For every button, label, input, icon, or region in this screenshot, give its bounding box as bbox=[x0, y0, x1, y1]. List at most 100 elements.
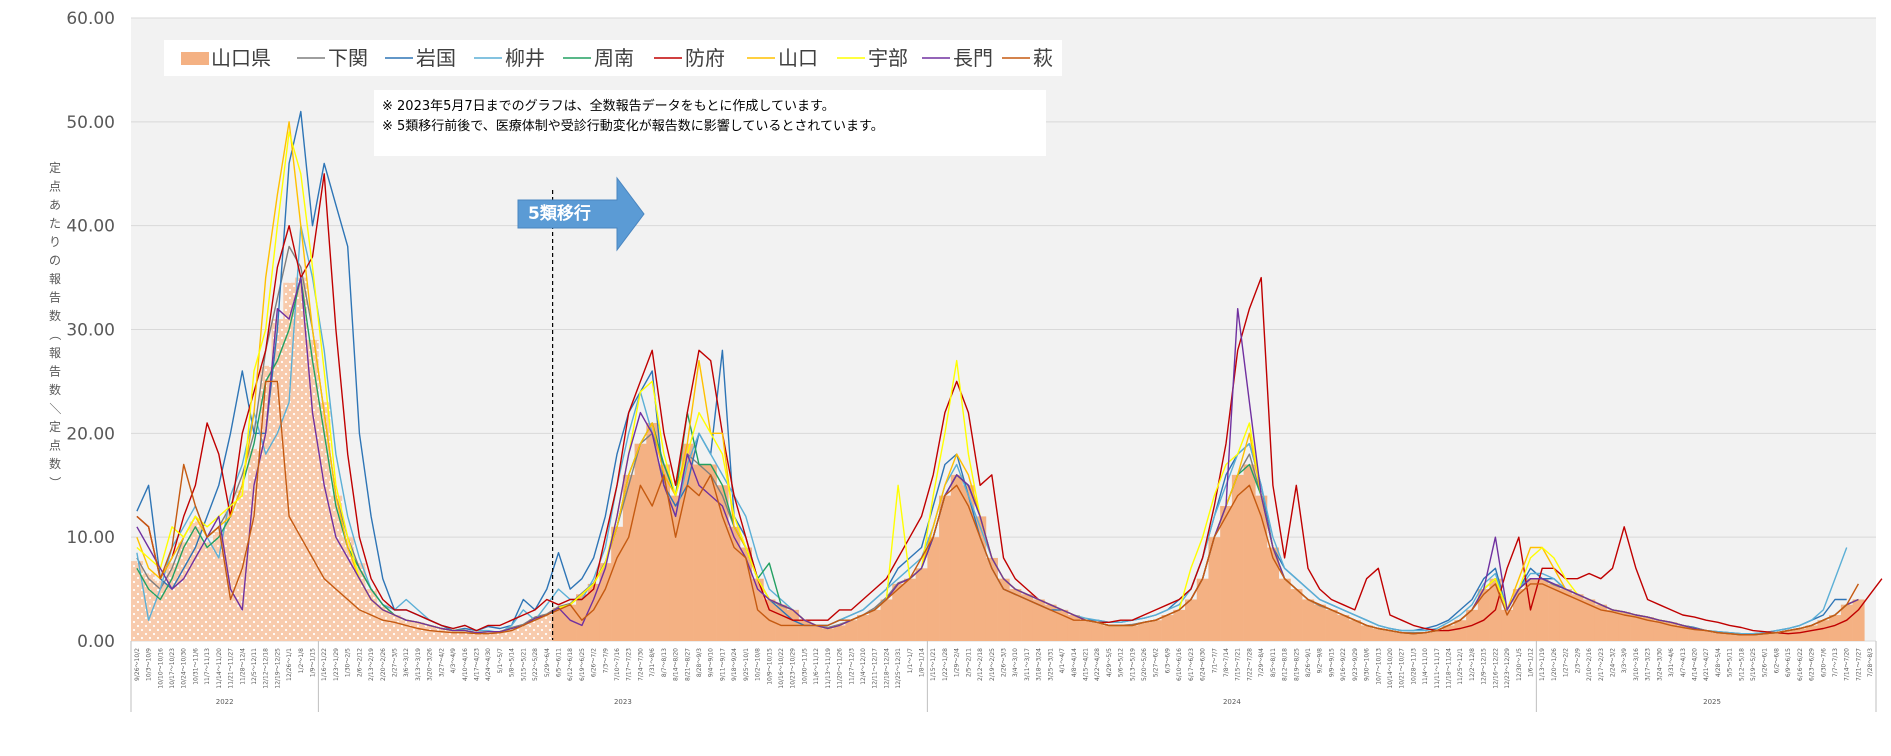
x-tick-label: 3/13～3/19 bbox=[415, 648, 422, 681]
bar bbox=[1829, 615, 1842, 641]
bar bbox=[1161, 615, 1174, 641]
bar bbox=[458, 630, 471, 641]
x-tick-label: 9/30～10/6 bbox=[1364, 648, 1371, 681]
x-tick-label: 1/8～1/14 bbox=[919, 648, 926, 677]
x-tick-label: 4/10～4/16 bbox=[462, 648, 469, 681]
x-tick-label: 7/29～8/4 bbox=[1258, 648, 1265, 677]
x-tick-label: 7/28～8/3 bbox=[1867, 648, 1874, 677]
bar bbox=[646, 422, 659, 641]
bar bbox=[1313, 604, 1326, 641]
bar bbox=[939, 495, 952, 641]
bar bbox=[1665, 622, 1678, 641]
bar bbox=[1009, 589, 1022, 641]
bar bbox=[1758, 633, 1771, 641]
bar bbox=[950, 474, 963, 641]
x-tick-label: 8/19～8/25 bbox=[1293, 648, 1300, 681]
bar bbox=[693, 464, 706, 641]
x-tick-label: 6/9～6/15 bbox=[1785, 648, 1792, 677]
bar bbox=[997, 578, 1010, 641]
bar bbox=[1079, 620, 1092, 641]
bar bbox=[1676, 625, 1689, 641]
bar bbox=[611, 526, 624, 641]
y-axis-label-char: 数 bbox=[49, 308, 61, 323]
x-tick-label: 2/6～2/12 bbox=[356, 648, 363, 677]
series-line-防府 bbox=[136, 173, 1883, 635]
x-tick-label: 2/27～3/5 bbox=[392, 648, 399, 677]
x-tick-label: 3/25～3/31 bbox=[1047, 648, 1054, 681]
x-tick-label: 1/20～1/26 bbox=[1551, 648, 1558, 681]
bar bbox=[1536, 578, 1549, 641]
y-tick-label: 20.00 bbox=[66, 424, 115, 444]
bar bbox=[1044, 604, 1057, 641]
bar bbox=[1548, 583, 1561, 641]
x-tick-label: 9/18～9/24 bbox=[731, 648, 738, 681]
x-tick-label: 10/14～10/20 bbox=[1387, 648, 1394, 689]
x-tick-label: 10/30～11/5 bbox=[801, 648, 808, 685]
legend-label: 宇部 bbox=[868, 46, 908, 70]
year-label: 2025 bbox=[1703, 698, 1721, 706]
x-tick-label: 4/1～4/7 bbox=[1059, 648, 1066, 673]
bar bbox=[587, 583, 600, 641]
bar bbox=[1430, 630, 1443, 641]
x-tick-label: 10/17～10/23 bbox=[169, 648, 176, 689]
bars-yamaguchi-prefecture bbox=[131, 277, 1865, 641]
x-tick-label: 3/10～3/16 bbox=[1633, 648, 1640, 681]
bar bbox=[1747, 634, 1760, 641]
bar bbox=[1067, 615, 1080, 641]
x-tick-label: 1/13～1/19 bbox=[1539, 648, 1546, 681]
y-axis-label-char: ） bbox=[48, 476, 62, 488]
x-tick-label: 12/5～12/11 bbox=[251, 648, 258, 685]
bar bbox=[1243, 464, 1256, 641]
x-tick-label: 7/14～7/20 bbox=[1844, 648, 1851, 681]
bar bbox=[1173, 609, 1186, 641]
x-tick-label: 10/24～10/30 bbox=[181, 648, 188, 689]
x-tick-label: 7/3～7/9 bbox=[602, 648, 609, 673]
x-tick-label: 5/20～5/26 bbox=[1141, 648, 1148, 681]
y-axis-label-char: 点 bbox=[49, 439, 61, 453]
bar bbox=[1091, 622, 1104, 641]
x-tick-label: 3/18～3/24 bbox=[1036, 648, 1043, 681]
x-tick-label: 6/23～6/29 bbox=[1809, 648, 1816, 681]
x-tick-label: 11/14～11/20 bbox=[216, 648, 223, 689]
x-tick-label: 11/4～11/10 bbox=[1422, 648, 1429, 685]
bar bbox=[1372, 628, 1385, 641]
bar bbox=[1712, 632, 1725, 641]
x-tick-label: 7/21～7/27 bbox=[1855, 648, 1862, 681]
x-tick-label: 5/15～5/21 bbox=[520, 648, 527, 681]
x-tick-label: 5/13～5/19 bbox=[1129, 648, 1136, 681]
x-tick-label: 5/19～5/25 bbox=[1750, 648, 1757, 681]
bar bbox=[494, 631, 507, 641]
bar bbox=[212, 531, 225, 641]
bar bbox=[576, 594, 589, 641]
y-axis-label-char: ／ bbox=[48, 402, 62, 414]
bar bbox=[1782, 630, 1795, 641]
x-tick-label: 6/26～7/2 bbox=[591, 648, 598, 677]
bar bbox=[376, 604, 389, 641]
x-tick-label: 6/12～6/18 bbox=[567, 648, 574, 681]
x-tick-label: 9/11～9/17 bbox=[719, 648, 726, 681]
x-tick-label: 2/20～2/26 bbox=[380, 648, 387, 681]
x-tick-label: 11/20～11/26 bbox=[837, 648, 844, 689]
bar bbox=[833, 625, 846, 641]
bar bbox=[1395, 632, 1408, 641]
bar bbox=[330, 495, 343, 641]
x-tick-label: 8/12～8/18 bbox=[1282, 648, 1289, 681]
legend: 山口県 下関 岩国 柳井 周南 防府 山口 宇部 長門 萩 bbox=[181, 46, 1053, 70]
x-tick-label: 5/12～5/18 bbox=[1738, 648, 1745, 681]
bar bbox=[1630, 615, 1643, 641]
x-tick-label: 2/3～2/9 bbox=[1574, 648, 1581, 673]
bar bbox=[845, 620, 858, 641]
transition-arrow-label: 5類移行 bbox=[528, 203, 591, 224]
x-tick-label: 3/11～3/17 bbox=[1024, 648, 1031, 681]
bar bbox=[622, 474, 635, 641]
x-tick-label: 8/21～8/27 bbox=[684, 648, 691, 681]
year-labels: 2022 2023 2024 2025 bbox=[130, 641, 1877, 712]
x-tick-label: 4/3～4/9 bbox=[450, 648, 457, 673]
bar bbox=[1419, 632, 1432, 641]
x-tick-label: 5/1～5/7 bbox=[497, 648, 504, 673]
bar bbox=[131, 561, 144, 641]
bar bbox=[529, 618, 542, 641]
bar bbox=[1196, 578, 1209, 641]
bar bbox=[704, 464, 717, 641]
series-line-長門 bbox=[136, 276, 1859, 636]
